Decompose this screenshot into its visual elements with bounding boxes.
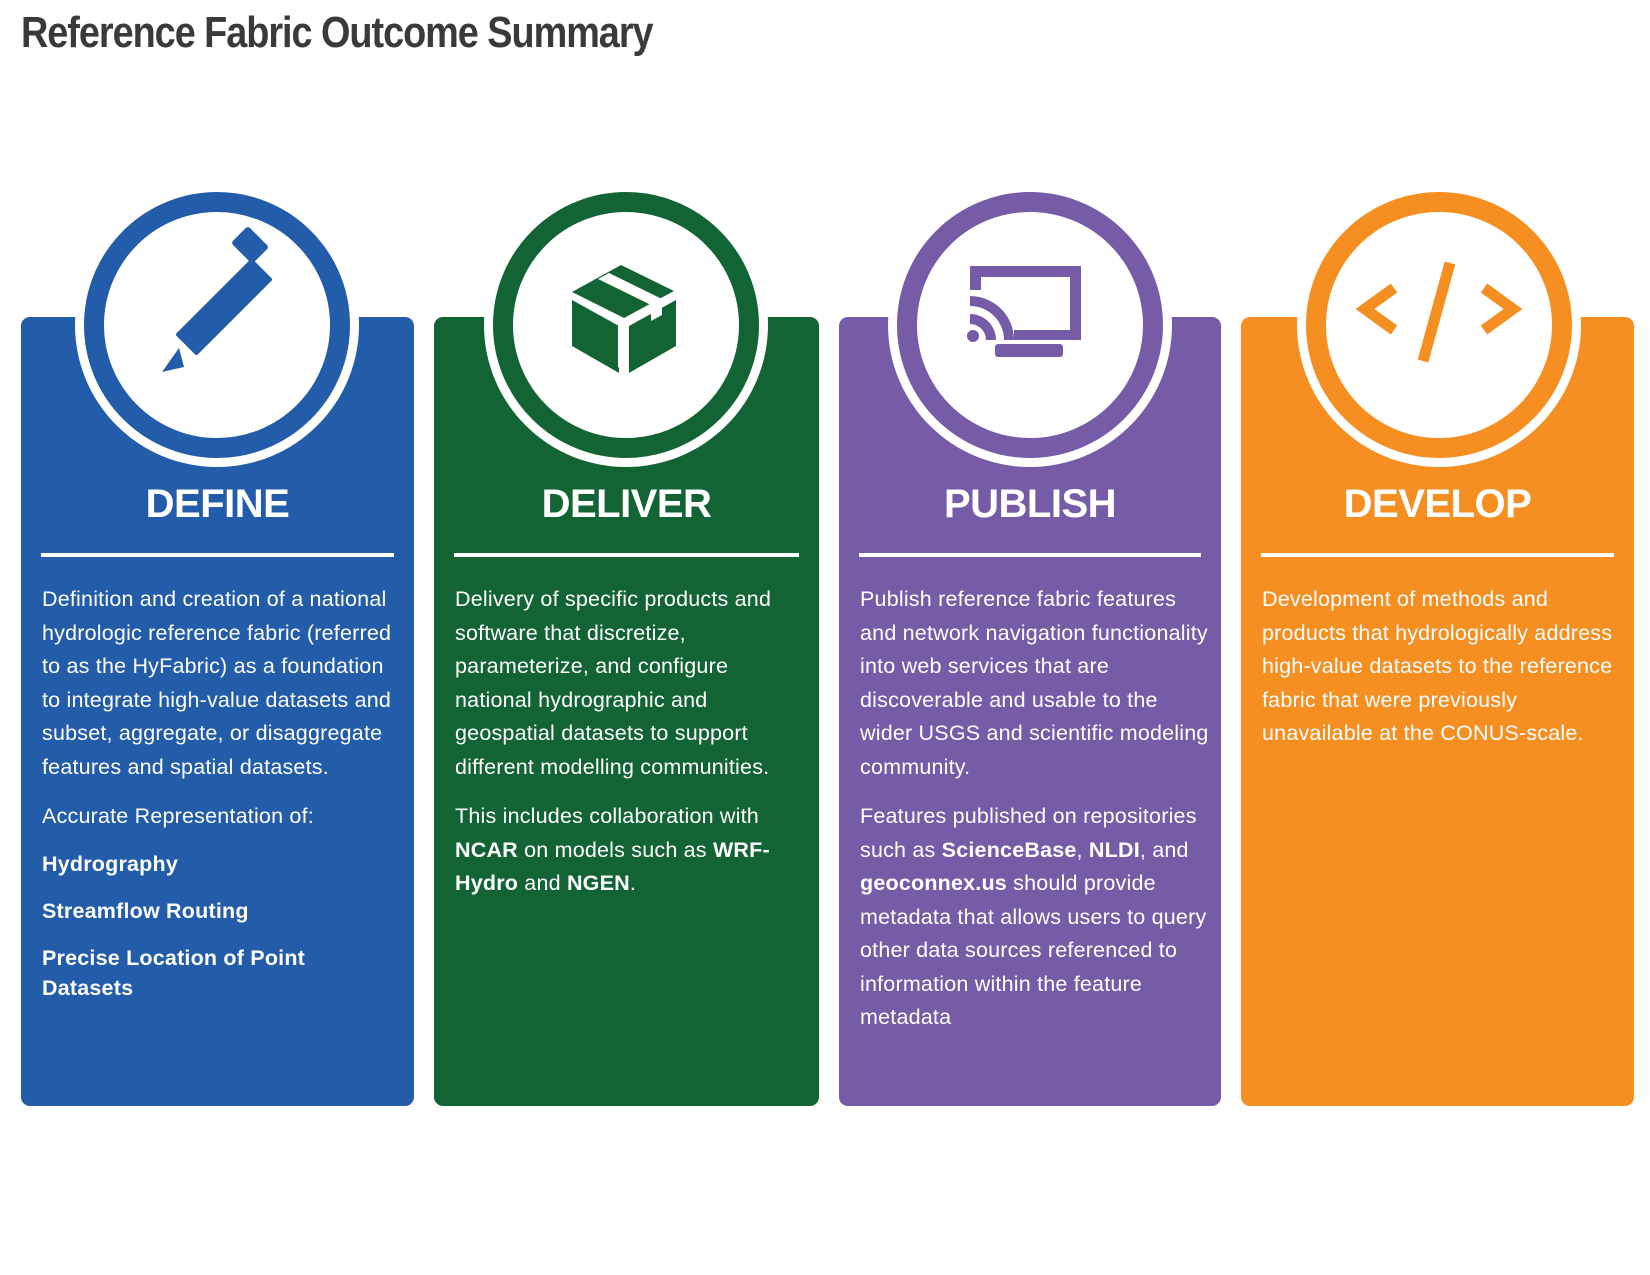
deliver-title: DELIVER bbox=[541, 482, 712, 526]
develop-icon-ring bbox=[1297, 183, 1581, 467]
publish-repositories: Features published on repositories such … bbox=[860, 804, 1207, 1029]
publish-description: Publish reference fabric features and ne… bbox=[860, 587, 1209, 779]
cast-screen-icon bbox=[967, 266, 1081, 357]
deliver-description: Delivery of specific products and softwa… bbox=[455, 587, 772, 779]
define-icon-ring bbox=[75, 183, 359, 467]
deliver-card: DELIVER Delivery of specific products an… bbox=[434, 317, 819, 1106]
deliver-body: Delivery of specific products and softwa… bbox=[455, 583, 807, 917]
develop-description: Development of methods and products that… bbox=[1262, 587, 1613, 745]
define-description: Definition and creation of a national hy… bbox=[42, 587, 392, 779]
define-divider bbox=[41, 553, 394, 557]
define-item-point-datasets: Precise Location of Point Datasets bbox=[42, 945, 306, 1000]
package-box-icon bbox=[572, 265, 676, 373]
page-title: Reference Fabric Outcome Summary bbox=[21, 8, 654, 57]
publish-icon-ring bbox=[888, 183, 1172, 467]
define-title: DEFINE bbox=[145, 482, 290, 526]
pencil-icon bbox=[162, 227, 272, 372]
develop-body: Development of methods and products that… bbox=[1262, 583, 1622, 767]
deliver-divider bbox=[454, 553, 799, 557]
define-item-hydrography: Hydrography bbox=[42, 851, 178, 876]
define-item-streamflow-routing: Streamflow Routing bbox=[42, 898, 249, 923]
code-brackets-icon bbox=[1355, 261, 1523, 363]
develop-title: DEVELOP bbox=[1343, 482, 1532, 526]
deliver-icon-ring bbox=[484, 183, 768, 467]
publish-title: PUBLISH bbox=[943, 482, 1117, 526]
publish-divider bbox=[859, 553, 1201, 557]
define-body: Definition and creation of a national hy… bbox=[42, 583, 402, 1020]
deliver-collaboration: This includes collaboration with NCAR on… bbox=[455, 804, 770, 895]
develop-divider bbox=[1261, 553, 1614, 557]
define-subheading: Accurate Representation of: bbox=[42, 804, 314, 828]
publish-body: Publish reference fabric features and ne… bbox=[860, 583, 1209, 1051]
develop-card: DEVELOP Development of methods and produ… bbox=[1241, 317, 1634, 1106]
